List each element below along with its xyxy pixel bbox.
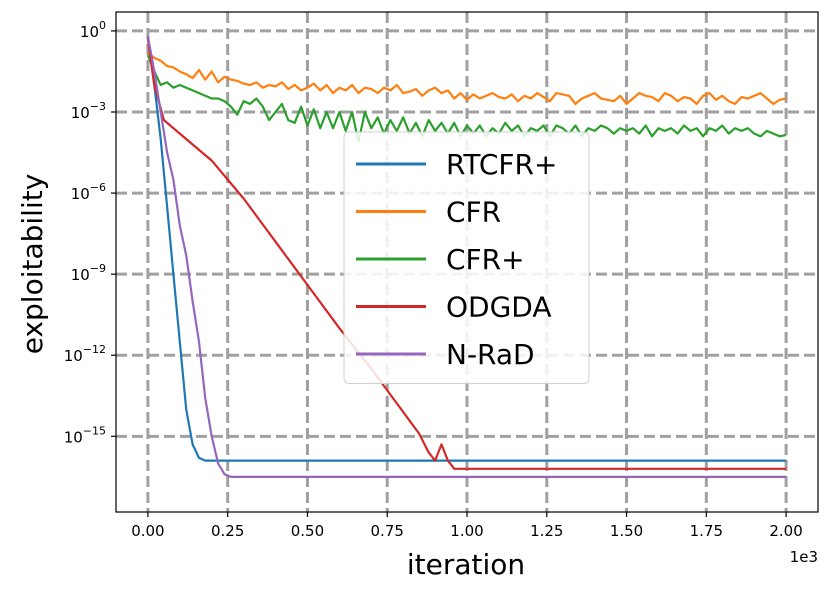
legend-label: RTCFR+ xyxy=(446,148,557,181)
x-scale-note: 1e3 xyxy=(790,548,818,566)
legend-label: N-RaD xyxy=(446,338,535,371)
series-line-rtcfr- xyxy=(146,36,787,462)
x-tick-label: 0.25 xyxy=(211,522,244,540)
y-tick-label: 10−6 xyxy=(71,181,106,203)
x-tick-label: 0.00 xyxy=(131,522,164,540)
y-axis-label: exploitability xyxy=(16,174,49,355)
x-tick-label: 2.00 xyxy=(769,522,802,540)
x-axis-label: iteration xyxy=(407,548,525,581)
legend: RTCFR+ CFR CFR+ ODGDA N-RaD xyxy=(343,131,590,384)
series-line-n-rad xyxy=(146,36,787,478)
y-tick-label: 10−3 xyxy=(71,100,106,122)
legend-label: CFR xyxy=(446,196,501,229)
legend-label: CFR+ xyxy=(446,243,525,276)
x-tick-label: 1.25 xyxy=(530,522,563,540)
y-tick-label: 10−9 xyxy=(71,262,106,284)
y-tick-label: 100 xyxy=(80,19,106,41)
series-line-cfr- xyxy=(146,54,787,143)
x-tick-label: 0.75 xyxy=(371,522,404,540)
legend-label: ODGDA xyxy=(446,291,552,324)
x-tick-label: 1.50 xyxy=(610,522,643,540)
y-tick-label: 10−12 xyxy=(64,343,106,365)
y-axis-ticks: 100 10−3 10−6 10−9 10−12 10−15 xyxy=(64,19,116,446)
x-tick-label: 0.50 xyxy=(291,522,324,540)
x-tick-label: 1.75 xyxy=(690,522,723,540)
legend-box xyxy=(343,131,590,384)
x-axis-ticks: 0.00 0.25 0.50 0.75 1.00 1.25 1.50 1.75 2.00 xyxy=(131,512,803,540)
series-line-cfr xyxy=(147,51,787,106)
y-tick-label: 10−15 xyxy=(64,424,106,446)
x-tick-label: 1.00 xyxy=(450,522,483,540)
